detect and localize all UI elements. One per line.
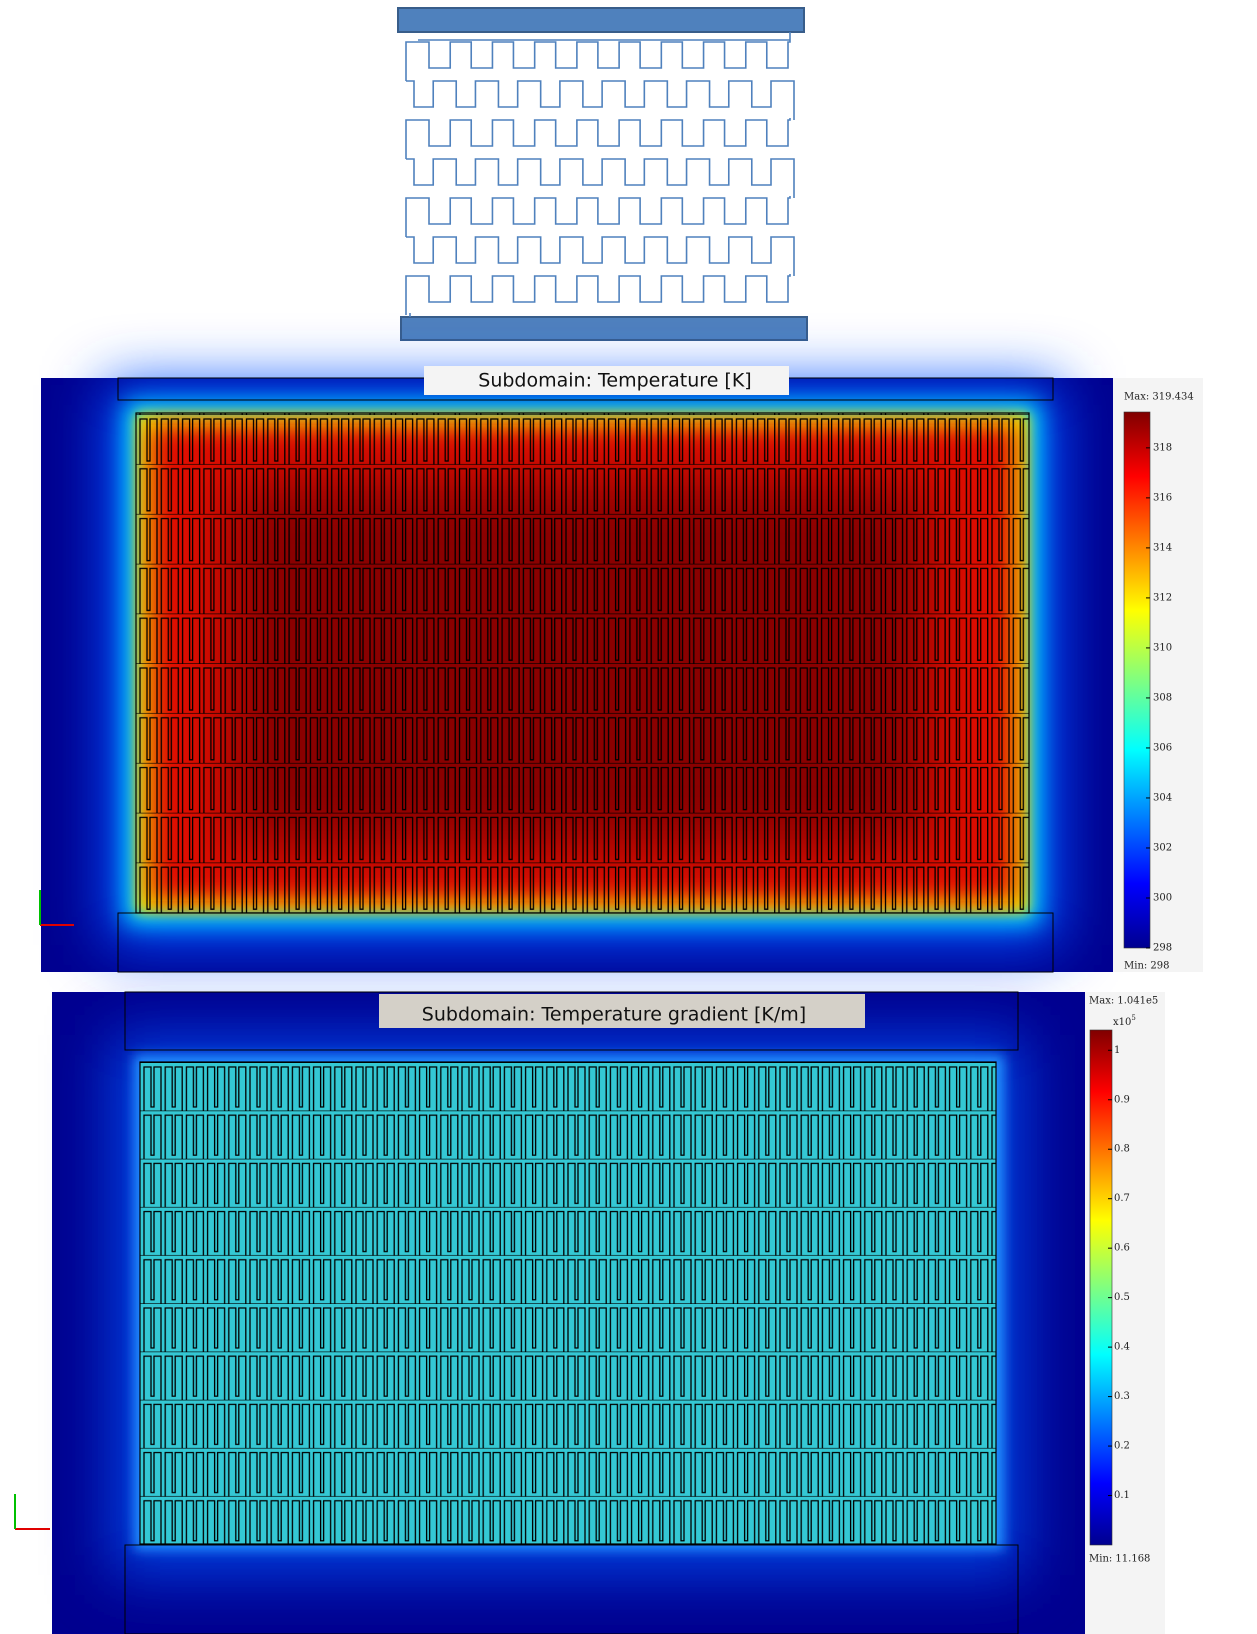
colorbar: 298 300 302 304 306 308 310 312 314 316 318 bbox=[1123, 411, 1172, 954]
colorbar-max: Max: 319.434 bbox=[1124, 392, 1194, 403]
schematic bbox=[397, 7, 808, 341]
colorbar-tick-label: 304 bbox=[1153, 792, 1172, 803]
gradient-plot: Subdomain: Temperature gradient [K/m] Ma… bbox=[14, 991, 1165, 1634]
heater-pattern bbox=[135, 412, 1030, 914]
colorbar-tick-label: 298 bbox=[1153, 943, 1172, 954]
colorbar-tick-label: 302 bbox=[1153, 842, 1172, 853]
colorbar-scale bbox=[1089, 1029, 1113, 1546]
colorbar-tick-label: 312 bbox=[1153, 592, 1172, 603]
multiplier-base: x10 bbox=[1113, 1017, 1131, 1028]
electrode-outline bbox=[124, 1544, 1019, 1634]
title-box bbox=[379, 994, 865, 1028]
electrode-outline bbox=[117, 912, 1054, 973]
colorbar-tick-label: 0.4 bbox=[1114, 1342, 1130, 1353]
colorbar-min: Min: 298 bbox=[1124, 961, 1170, 972]
electrode bbox=[400, 316, 808, 341]
colorbar-multiplier: x105 bbox=[1113, 1014, 1136, 1028]
colorbar-tick-label: 300 bbox=[1153, 892, 1172, 903]
plot-title: Subdomain: Temperature [K] bbox=[478, 370, 751, 392]
electrode-outline bbox=[124, 991, 1019, 1051]
colorbar-tick-label: 0.7 bbox=[1114, 1193, 1130, 1204]
multiplier-exponent: 5 bbox=[1131, 1014, 1135, 1022]
colorbar-tick-label: 1 bbox=[1114, 1045, 1120, 1056]
colorbar-tick-label: 0.6 bbox=[1114, 1243, 1130, 1254]
colorbar-tick-label: 314 bbox=[1153, 542, 1172, 553]
colorbar-scale bbox=[1123, 411, 1151, 949]
colorbar-tick-label: 318 bbox=[1153, 442, 1172, 453]
colorbar-tick-label: 308 bbox=[1153, 692, 1172, 703]
colorbar-tick-label: 0.2 bbox=[1114, 1441, 1130, 1452]
colorbar-tick-label: 310 bbox=[1153, 642, 1172, 653]
colorbar: 0.1 0.2 0.3 0.4 0.5 0.6 0.7 0.8 0.9 1 bbox=[1089, 1029, 1130, 1546]
colorbar-tick-label: 0.5 bbox=[1114, 1292, 1130, 1303]
plot-title: Subdomain: Temperature gradient [K/m] bbox=[422, 1004, 806, 1026]
heater-pattern bbox=[139, 1061, 997, 1545]
title-box bbox=[424, 366, 789, 395]
colorbar-tick-label: 0.1 bbox=[1114, 1490, 1130, 1501]
colorbar-tick-label: 0.3 bbox=[1114, 1391, 1130, 1402]
serpentine-heater bbox=[405, 32, 795, 317]
temperature-plot: Subdomain: Temperature [K] Max: 319.434 … bbox=[39, 366, 1203, 973]
colorbar-tick-label: 0.9 bbox=[1114, 1094, 1130, 1105]
colorbar-tick-label: 0.8 bbox=[1114, 1144, 1130, 1155]
electrode bbox=[397, 7, 805, 33]
colorbar-tick-label: 306 bbox=[1153, 742, 1172, 753]
colorbar-tick-label: 316 bbox=[1153, 492, 1172, 503]
colorbar-max: Max: 1.041e5 bbox=[1089, 996, 1158, 1007]
colorbar-min: Min: 11.168 bbox=[1089, 1554, 1150, 1565]
